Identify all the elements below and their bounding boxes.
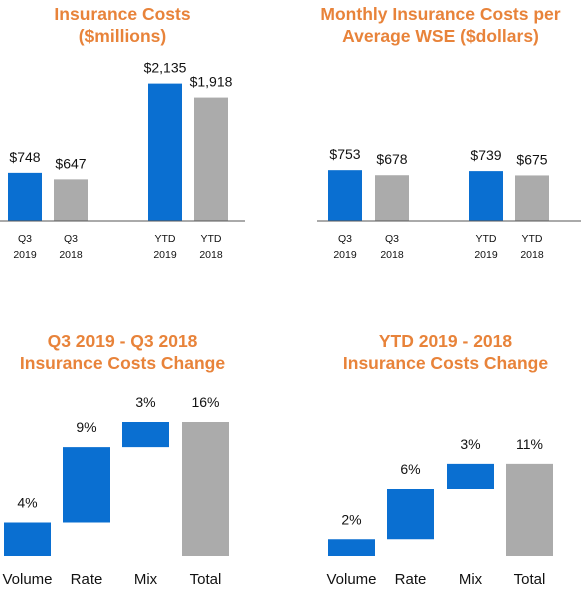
x-tick-label: Q3	[385, 233, 399, 245]
bar	[328, 170, 362, 221]
value-label: 16%	[191, 394, 219, 410]
waterfall-bar	[328, 539, 375, 556]
value-label: 2%	[341, 511, 361, 527]
waterfall-bar	[63, 447, 110, 523]
waterfall-bar	[4, 522, 51, 556]
x-tick-label: 2018	[380, 249, 404, 261]
chart-title-line-2: Average WSE ($dollars)	[342, 26, 539, 46]
x-tick-label: 2019	[333, 249, 357, 261]
x-tick-label: YTD	[522, 233, 543, 245]
monthly-insurance-costs-chart: $753 Q3 2019 $678 Q3 2018 $739 YTD 2019 $675 YTD 20…	[317, 146, 581, 261]
x-tick-label: Total	[514, 571, 546, 588]
chart-title-line-2: Insurance Costs Change	[342, 353, 549, 373]
x-tick-label: YTD	[155, 233, 176, 245]
waterfall-bar	[122, 422, 169, 448]
x-tick-label: 2018	[199, 249, 223, 261]
chart-title-line-1: Monthly Insurance Costs per	[320, 4, 561, 24]
x-tick-label: Q3	[338, 233, 352, 245]
x-tick-label: YTD	[201, 233, 222, 245]
value-label: $678	[376, 151, 407, 167]
waterfall-bar	[447, 463, 494, 489]
x-tick-label: YTD	[476, 233, 497, 245]
value-label: $739	[470, 147, 501, 163]
x-tick-label: Volume	[326, 571, 376, 588]
waterfall-bar	[182, 422, 229, 556]
value-label: $2,135	[144, 60, 187, 76]
x-tick-label: Volume	[2, 571, 52, 588]
value-label: 3%	[135, 394, 155, 410]
bar	[8, 172, 42, 221]
bar	[375, 175, 409, 221]
chart-title: Monthly Insurance Costs per Average WSE …	[300, 3, 581, 47]
bar	[148, 83, 182, 221]
chart-title-line-1: YTD 2019 - 2018	[378, 331, 513, 351]
chart-title-line-2: Insurance Costs Change	[19, 353, 226, 373]
value-label: 11%	[516, 436, 543, 452]
x-tick-label: 2018	[520, 249, 544, 261]
waterfall-bar	[506, 463, 553, 556]
waterfall-bar	[387, 489, 434, 540]
insurance-costs-chart: $748 Q3 2019 $647 Q3 2018 $2,135 YTD 2019 $1,918 Y…	[0, 60, 245, 261]
ytd-change-chart: 2% Volume 6% Rate 3% Mix 11% Total	[326, 436, 553, 588]
chart-title-line-1: Insurance Costs	[54, 4, 191, 24]
value-label: 4%	[17, 495, 37, 511]
bar	[194, 97, 228, 221]
bar	[515, 175, 549, 221]
value-label: 3%	[460, 436, 480, 452]
value-label: 6%	[400, 461, 420, 477]
x-tick-label: Q3	[18, 233, 32, 245]
ytd-change-panel: YTD 2019 - 2018 Insurance Costs Change 2…	[310, 300, 581, 600]
value-label: $647	[55, 155, 86, 171]
monthly-insurance-costs-panel: Monthly Insurance Costs per Average WSE …	[300, 0, 581, 290]
value-label: $748	[9, 149, 40, 165]
x-tick-label: 2019	[13, 249, 37, 261]
bar	[469, 171, 503, 221]
x-tick-label: 2018	[59, 249, 83, 261]
x-tick-label: Total	[190, 571, 222, 588]
insurance-costs-panel: Insurance Costs ($millions) $748 Q3 2019 $6…	[0, 0, 245, 290]
chart-title-line-2: ($millions)	[78, 26, 167, 46]
x-tick-label: 2019	[474, 249, 498, 261]
x-tick-label: Q3	[64, 233, 78, 245]
value-label: $753	[329, 146, 360, 162]
value-label: $1,918	[190, 74, 233, 90]
value-label: $675	[516, 151, 547, 167]
x-tick-label: Mix	[134, 571, 158, 588]
chart-title: Insurance Costs ($millions)	[0, 3, 245, 47]
q3-change-panel: Q3 2019 - Q3 2018 Insurance Costs Change…	[0, 300, 245, 600]
x-tick-label: Rate	[395, 571, 427, 588]
chart-title: YTD 2019 - 2018 Insurance Costs Change	[310, 330, 581, 374]
chart-title: Q3 2019 - Q3 2018 Insurance Costs Change	[0, 330, 245, 374]
x-tick-label: 2019	[153, 249, 177, 261]
value-label: 9%	[76, 419, 96, 435]
x-tick-label: Mix	[459, 571, 483, 588]
bar	[54, 179, 88, 221]
x-tick-label: Rate	[71, 571, 103, 588]
chart-title-line-1: Q3 2019 - Q3 2018	[47, 331, 198, 351]
q3-change-chart: 4% Volume 9% Rate 3% Mix 16% Total	[2, 394, 229, 588]
